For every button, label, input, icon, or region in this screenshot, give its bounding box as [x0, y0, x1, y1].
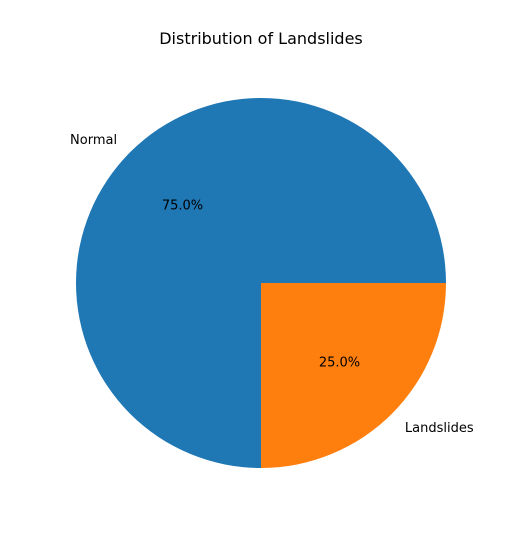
slice-percent-normal: 75.0%: [162, 199, 203, 214]
pie-slice-landslides: [261, 283, 446, 468]
chart-title: Distribution of Landslides: [159, 29, 363, 48]
slice-percent-landslides: 25.0%: [319, 355, 360, 370]
slice-label-normal: Normal: [70, 133, 117, 148]
pie-slices: [76, 98, 446, 468]
slice-label-landslides: Landslides: [405, 421, 474, 436]
pie-labels: Normal 75.0% Landslides 25.0%: [70, 133, 474, 436]
